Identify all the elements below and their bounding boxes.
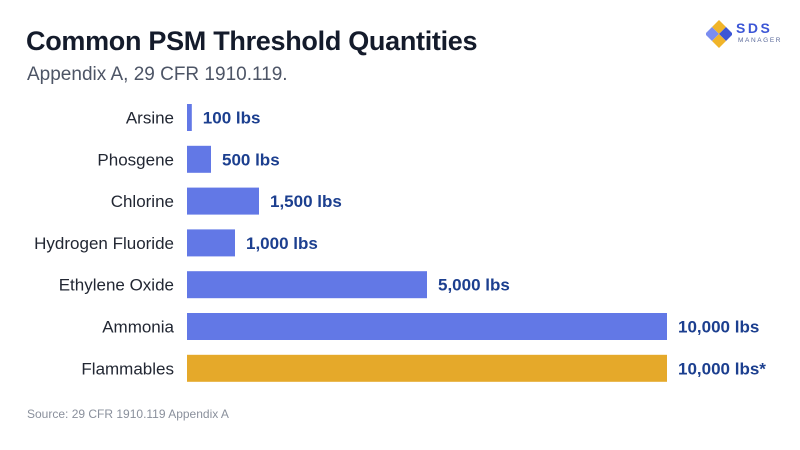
bar (187, 313, 667, 340)
chart-title: Common PSM Threshold Quantities (26, 26, 478, 56)
bar (187, 354, 667, 382)
value-label: 10,000 lbs* (678, 359, 766, 378)
category-label: Ethylene Oxide (59, 276, 174, 295)
value-label: 1,000 lbs (246, 234, 318, 253)
bar (187, 104, 192, 131)
value-label: 100 lbs (203, 109, 261, 128)
category-label: Ammonia (102, 318, 174, 337)
chart-subtitle: Appendix A, 29 CFR 1910.119. (27, 64, 288, 85)
category-label: Arsine (126, 109, 174, 128)
logo-wordmark: SDS (736, 20, 773, 36)
category-label: Flammables (81, 359, 174, 378)
category-label: Phosgene (97, 150, 174, 169)
category-label: Chlorine (111, 192, 174, 211)
value-label: 1,500 lbs (270, 192, 342, 211)
bar (187, 187, 259, 215)
category-label: Hydrogen Fluoride (34, 234, 174, 253)
diamond-logo-icon (706, 20, 732, 48)
bar (187, 145, 211, 173)
bar (187, 229, 235, 257)
value-label: 500 lbs (222, 150, 280, 169)
value-label: 10,000 lbs (678, 318, 759, 337)
logo-subtext: MANAGER (738, 37, 783, 44)
value-label: 5,000 lbs (438, 276, 510, 295)
bar (187, 271, 427, 299)
chart-source: Source: 29 CFR 1910.119 Appendix A (27, 407, 229, 421)
sds-manager-logo: SDS MANAGER (706, 18, 786, 48)
